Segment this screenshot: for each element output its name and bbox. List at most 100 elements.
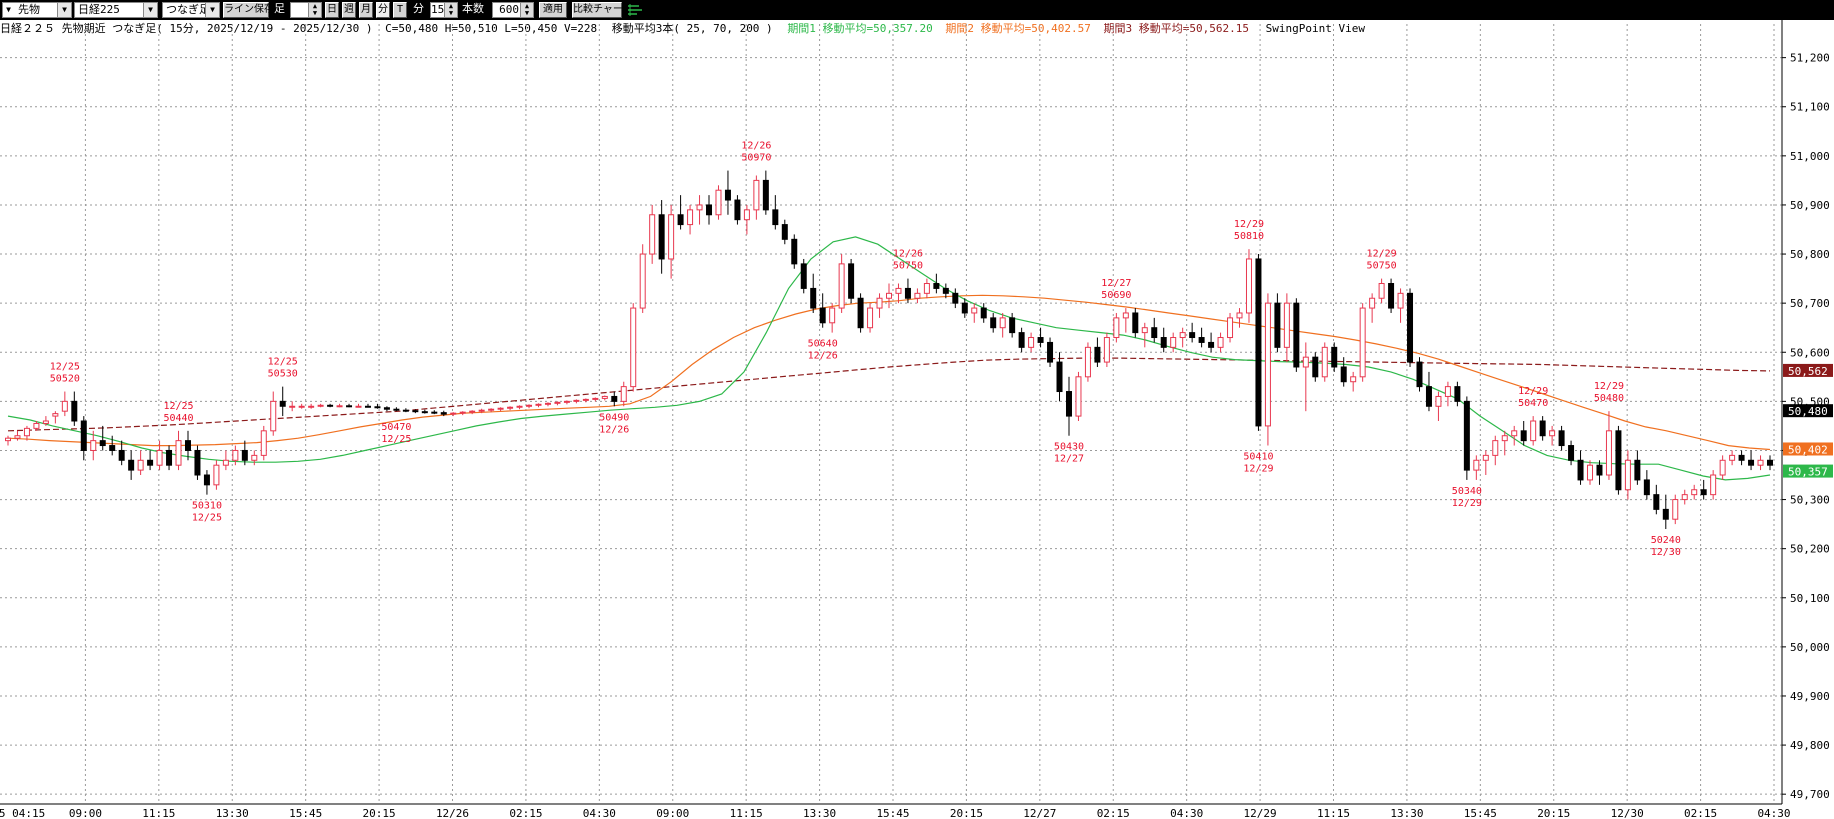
- y-tick-label: 50,100: [1790, 592, 1830, 605]
- up-candle: [1236, 308, 1243, 328]
- y-tick-label: 50,000: [1790, 641, 1830, 654]
- candle-body: [1378, 283, 1385, 299]
- candle-body: [1388, 283, 1395, 309]
- down-candle: [431, 410, 438, 415]
- count-input[interactable]: 600 ▲ ▼: [492, 2, 534, 18]
- spinner-icon[interactable]: ▲ ▼: [444, 3, 457, 17]
- up-candle: [1681, 489, 1688, 505]
- candle-body: [999, 317, 1006, 329]
- index-select[interactable]: 日経225 ▼: [74, 2, 158, 18]
- up-candle: [1530, 416, 1537, 446]
- candle-body: [5, 437, 11, 442]
- down-candle: [166, 445, 173, 471]
- down-candle: [327, 403, 334, 408]
- candle-body: [1236, 312, 1243, 319]
- candle-body: [923, 283, 930, 294]
- up-candle: [1264, 293, 1271, 446]
- candle-body: [1028, 337, 1035, 348]
- up-candle: [620, 381, 627, 407]
- candle-body: [838, 263, 845, 309]
- candle-body: [810, 287, 817, 309]
- line-save-button[interactable]: ライン保存: [223, 2, 274, 18]
- down-candle: [1274, 293, 1281, 353]
- y-tick-label: 50,200: [1790, 543, 1830, 556]
- month-button[interactable]: 月: [359, 2, 373, 18]
- x-tick-label: 02:15: [509, 807, 542, 819]
- up-candle: [1378, 278, 1385, 304]
- candle-body: [1681, 494, 1688, 501]
- ma1-readout: 期間1 移動平均=50,357.20: [787, 22, 933, 35]
- down-candle: [848, 258, 855, 304]
- week-button[interactable]: 週: [342, 2, 356, 18]
- candle-body: [1293, 302, 1300, 368]
- candle-body: [1094, 346, 1101, 363]
- up-candle: [886, 283, 892, 309]
- candle-body: [1757, 459, 1764, 466]
- tick-button[interactable]: T: [393, 2, 407, 18]
- spinner-icon[interactable]: ▲ ▼: [520, 3, 533, 17]
- down-candle: [1331, 342, 1338, 372]
- up-candle: [630, 303, 637, 392]
- chart-type-select[interactable]: つなぎ足 ▼: [162, 2, 220, 18]
- candle-body: [42, 420, 49, 424]
- chart-lines-icon[interactable]: [627, 2, 643, 18]
- down-candle: [706, 195, 713, 225]
- down-candle: [1056, 352, 1063, 402]
- down-candle: [772, 195, 779, 230]
- up-candle: [1473, 455, 1480, 480]
- day-button[interactable]: 日: [325, 2, 339, 18]
- candle-body: [1264, 302, 1271, 427]
- x-tick-label: 5 04:15: [0, 807, 45, 819]
- swing-value: 50810: [1234, 231, 1264, 242]
- up-candle: [999, 312, 1006, 338]
- down-candle: [819, 293, 826, 328]
- candle-body: [90, 440, 97, 451]
- down-candle: [980, 303, 987, 323]
- down-candle: [1568, 440, 1575, 466]
- down-candle: [421, 409, 428, 414]
- candle-body: [80, 420, 87, 451]
- ma2-readout: 期間2 移動平均=50,402.57: [945, 22, 1091, 35]
- up-candle: [1217, 332, 1224, 353]
- swing-date: 12/25: [381, 434, 411, 445]
- down-candle: [1643, 470, 1650, 500]
- candle-body: [374, 406, 381, 409]
- up-candle: [450, 412, 457, 417]
- bar-count-input[interactable]: ▲ ▼: [290, 2, 322, 18]
- up-candle: [137, 450, 144, 476]
- candle-body: [1103, 337, 1110, 363]
- swing-value: 50310: [192, 501, 222, 512]
- down-candle: [1189, 322, 1196, 343]
- up-candle: [488, 408, 495, 413]
- minute-button[interactable]: 分: [376, 2, 390, 18]
- swing-date: 12/27: [1101, 278, 1131, 289]
- compare-chart-button[interactable]: 比較チャート: [572, 2, 633, 18]
- candle-body: [469, 410, 476, 413]
- candle-body: [1084, 346, 1091, 378]
- candle-body: [1141, 327, 1148, 334]
- market-select[interactable]: ▼ 先物 ▼: [2, 2, 72, 18]
- candle-body: [327, 404, 334, 407]
- up-candle: [582, 398, 589, 403]
- down-candle: [1558, 425, 1565, 451]
- spinner-icon[interactable]: ▲ ▼: [308, 3, 321, 17]
- interval-input[interactable]: 15 ▲ ▼: [430, 2, 458, 18]
- up-candle: [61, 391, 68, 417]
- apply-button[interactable]: 適用: [539, 2, 567, 18]
- candle-body: [592, 397, 599, 400]
- up-candle: [526, 404, 533, 409]
- up-candle: [298, 403, 305, 409]
- candle-body: [971, 307, 978, 314]
- swing-date: 12/29: [1594, 381, 1624, 392]
- swing-value: 50340: [1452, 486, 1482, 497]
- x-tick-label: 04:30: [583, 807, 616, 819]
- candle-body: [526, 404, 533, 407]
- candle-body: [1312, 356, 1319, 378]
- price-tag-bg: [1783, 442, 1833, 456]
- up-candle: [914, 288, 921, 304]
- down-candle: [1340, 357, 1347, 387]
- up-candle: [260, 425, 267, 461]
